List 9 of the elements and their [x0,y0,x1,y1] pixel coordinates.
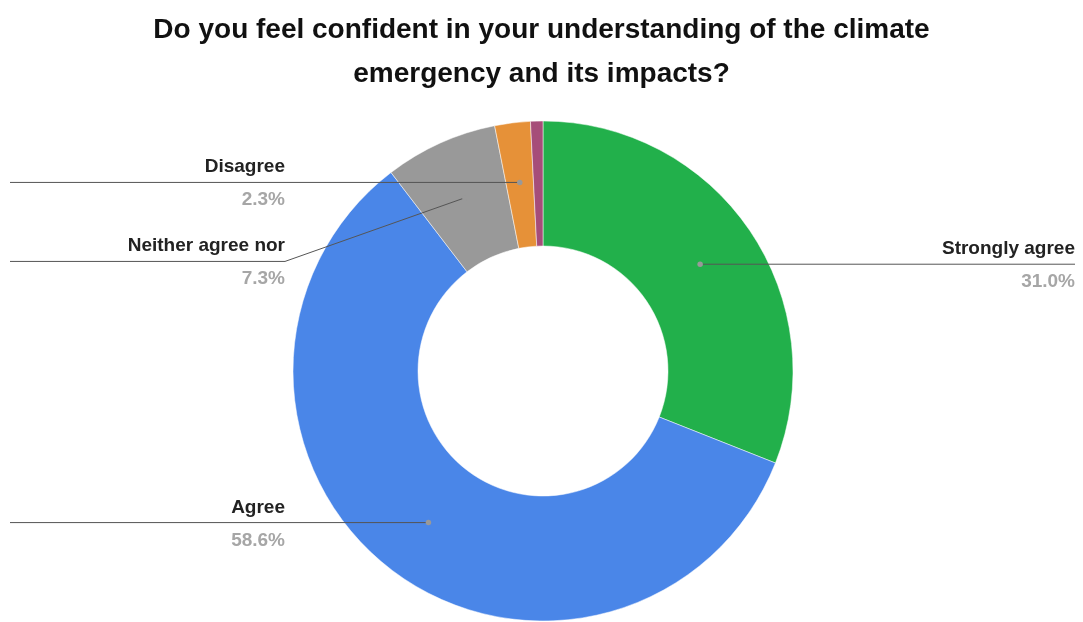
slice-label: Neither agree nor [127,234,286,256]
data-label: 31.0% [1021,270,1076,292]
slice-label: Strongly agree [941,237,1075,259]
slice-label: Agree [231,495,285,517]
chart-title: Do you feel confident in your understanding of the climate emergency and its impacts? [153,13,930,88]
data-label: 7.3% [241,267,286,289]
data-label: 58.6% [231,528,286,550]
slice-label: Disagree [204,155,285,177]
data-label: 2.3% [241,188,286,210]
